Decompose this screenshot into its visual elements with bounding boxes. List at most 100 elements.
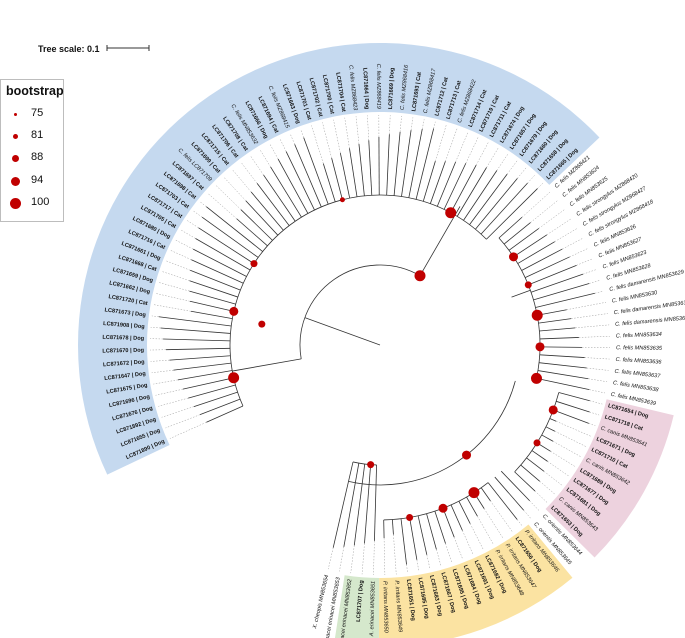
leaf-branch [393, 131, 401, 196]
leaf-label: C. felis MN853637 [614, 369, 661, 380]
leaf-guide [534, 490, 548, 503]
leaf-branch [537, 370, 589, 380]
leaf-guide [575, 324, 610, 329]
leaf-branch [188, 384, 236, 399]
leaf-branch [163, 338, 231, 342]
leaf-branch [539, 337, 579, 340]
leaf-label: C. felis MZ868419 [375, 64, 381, 109]
bootstrap-dot [438, 503, 448, 513]
leaf-branch [443, 163, 467, 210]
leaf-guide [475, 142, 489, 166]
leaf-guide [416, 559, 420, 572]
clade-sector-green [334, 575, 380, 638]
leaf-guide [589, 400, 603, 405]
leaf-guide [240, 161, 258, 184]
leaf-guide [344, 117, 350, 149]
leaf-label: LC871707 | Dog [356, 580, 365, 623]
clade-sector-blue [77, 42, 600, 475]
leaf-branch [500, 470, 530, 502]
leaf-branch [201, 216, 259, 258]
bootstrap-dot [524, 281, 532, 289]
leaf-guide [389, 115, 391, 135]
leaf-branch [475, 178, 518, 230]
bootstrap-dot [367, 461, 375, 469]
leaf-branch [508, 228, 540, 251]
leaf-branch [368, 140, 373, 196]
leaf-guide [150, 327, 161, 329]
leaf-branch [513, 234, 548, 258]
bootstrap-dot [509, 252, 519, 262]
leaf-label: P. irritans MN853650 [382, 581, 389, 634]
legend-value: 88 [31, 151, 44, 163]
leaf-guide [165, 260, 191, 271]
bootstrap-dot [462, 450, 472, 460]
leaf-branch [364, 464, 372, 544]
leaf-guide [161, 406, 195, 418]
leaf-guide [453, 537, 464, 560]
leaf-branch [189, 300, 234, 312]
legend-dot [11, 154, 19, 162]
leaf-label: LC871672 | Dog [103, 359, 146, 368]
legend-value: 100 [31, 196, 50, 208]
leaf-label: C. felis MZ868416 [400, 64, 410, 111]
leaf-branch [263, 174, 296, 222]
leaf-guide [584, 357, 610, 360]
leaf-branch [539, 327, 576, 332]
leaf-branch [533, 283, 590, 301]
leaf-branch [374, 464, 377, 541]
legend-dot [10, 176, 20, 186]
leaf-guide [465, 136, 479, 164]
felis-arc [498, 237, 541, 379]
leaf-guide [207, 192, 237, 219]
leaf-branch [521, 248, 563, 271]
legend-dot [12, 133, 18, 139]
leaf-branch [469, 173, 508, 225]
bootstrap-dot [414, 270, 426, 282]
upper-stem [511, 289, 531, 298]
leaf-branch [528, 264, 577, 286]
leaf-label: LC871693 | Cat [411, 72, 423, 112]
leaf-guide [175, 239, 194, 250]
leaf-branch [160, 327, 231, 334]
leaf-guide [537, 182, 544, 189]
leaf-guide [322, 122, 332, 159]
leaf-guide [477, 516, 494, 546]
leaf-branch [520, 464, 541, 482]
leaf-label: C. felis damarensis MN853633 [615, 315, 685, 328]
leaf-guide [582, 269, 598, 275]
green-arc [352, 461, 377, 466]
leaf-branch [332, 461, 354, 548]
leaf-branch [173, 362, 232, 371]
leaf-guide [259, 148, 271, 168]
leaf-branch [429, 161, 446, 204]
leaf-label: LC871669 | Dog [388, 67, 396, 109]
leaf-branch [236, 218, 268, 247]
legend-dot [13, 112, 17, 116]
leaf-guide [435, 124, 447, 162]
leaf-branch [422, 161, 436, 202]
leaf-guide [361, 543, 365, 575]
leaf-label: C. felis MN853638 [612, 380, 659, 393]
leaf-branch [349, 148, 358, 197]
leaf-branch [535, 292, 595, 308]
leaf-guide [523, 510, 532, 519]
leaf-guide [355, 116, 360, 145]
leaf-guide [279, 137, 287, 152]
leaf-branch [538, 362, 587, 369]
bootstrap-dot [533, 439, 541, 447]
leaf-guide [165, 414, 201, 429]
leaf-guide [426, 554, 431, 570]
leaf-guide [547, 461, 570, 477]
leaf-branch [494, 476, 525, 511]
leaf-branch [480, 182, 528, 235]
leaf-branch [503, 222, 531, 245]
leaf-branch [408, 129, 423, 198]
legend-value: 75 [31, 107, 44, 119]
leaf-branch [541, 434, 554, 442]
leaf-guide [249, 155, 264, 176]
leaf-guide [554, 227, 579, 242]
leaf-branch [514, 471, 536, 492]
leaf-guide [410, 117, 414, 131]
leaf-branch [391, 519, 394, 535]
leaf-guide [350, 545, 355, 574]
